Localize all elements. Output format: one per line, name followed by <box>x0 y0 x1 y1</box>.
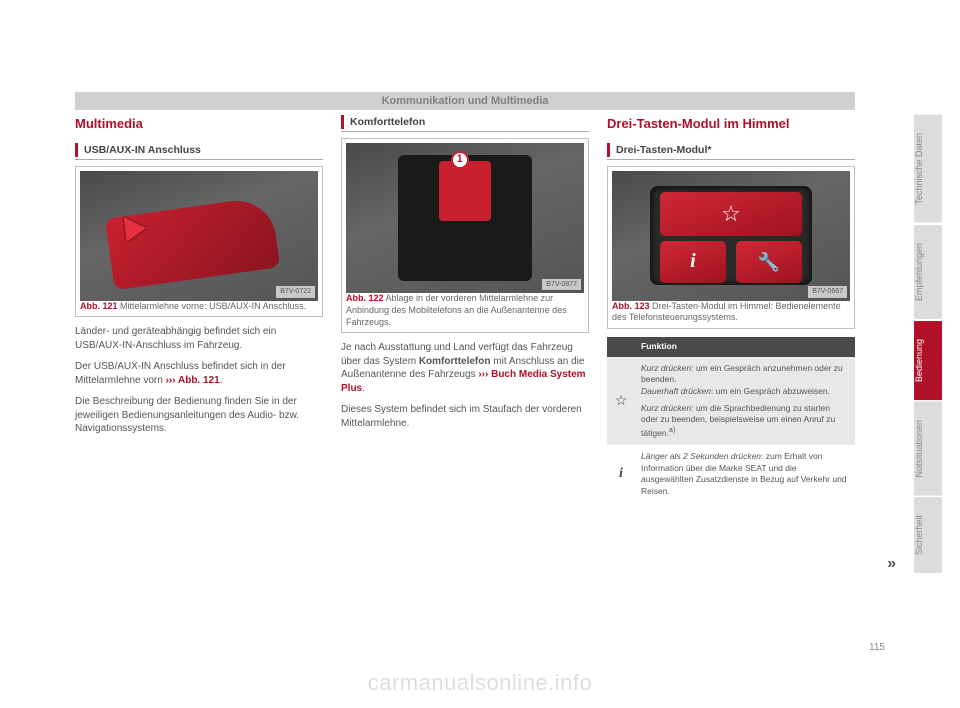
page-number: 115 <box>869 642 885 653</box>
side-tabs: Technische Daten Empfehlungen Bedienung … <box>914 115 942 573</box>
section-drei-tasten-label: Drei-Tasten-Modul* <box>616 143 711 157</box>
column-multimedia: Multimedia USB/AUX-IN Anschluss B7V-0722… <box>75 115 323 503</box>
page-content: Multimedia USB/AUX-IN Anschluss B7V-0722… <box>75 115 855 503</box>
phone-shape <box>439 161 491 221</box>
col2-p2: Dieses System befindet sich im Staufach … <box>341 403 589 430</box>
col2-p1-bold: Komforttelefon <box>419 356 491 367</box>
tab-empfehlungen[interactable]: Empfehlungen <box>914 225 942 319</box>
col1-p1: Länder- und geräteabhängig befindet sich… <box>75 325 323 352</box>
tab-notsituationen[interactable]: Notsituationen <box>914 402 942 496</box>
figure-122-code: B7V-0877 <box>542 279 581 290</box>
star-l3-sup: a) <box>669 426 675 434</box>
section-usb-aux-label: USB/AUX-IN Anschluss <box>84 143 201 157</box>
column-drei-tasten: Drei-Tasten-Modul im Himmel Drei-Tasten-… <box>607 115 855 503</box>
section-usb-aux: USB/AUX-IN Anschluss <box>75 143 323 160</box>
star-l2-em: Dauerhaft drücken <box>641 386 711 396</box>
xref-abb121: ››› Abb. 121 <box>166 375 220 386</box>
star-icon: ☆ <box>607 357 635 446</box>
figure-123-code: B7V-0667 <box>808 286 847 297</box>
star-l2: : um ein Gespräch abzuweisen. <box>711 386 830 396</box>
watermark: carmanualsonline.info <box>0 670 960 696</box>
figure-122: 1 B7V-0877 Abb. 122 Ablage in der vorder… <box>341 138 589 333</box>
figure-121-image: B7V-0722 <box>80 171 318 301</box>
figure-122-label: Abb. 122 <box>346 293 384 303</box>
star-l1-em: Kurz drücken <box>641 363 691 373</box>
star-button-icon: ☆ <box>660 192 803 236</box>
figure-121-code: B7V-0722 <box>276 286 315 297</box>
figure-121: B7V-0722 Abb. 121 Mittelarmlehne vorne: … <box>75 166 323 318</box>
heading-multimedia: Multimedia <box>75 115 323 133</box>
continuation-marker: » <box>887 555 896 573</box>
figure-123-caption: Abb. 123 Drei-Tasten-Modul im Himmel: Be… <box>612 301 850 324</box>
star-function-cell: Kurz drücken: um ein Gespräch anzunehmen… <box>635 357 855 446</box>
figure-122-image: 1 B7V-0877 <box>346 143 584 293</box>
info-button-icon: i <box>660 241 727 283</box>
section-komforttelefon: Komforttelefon <box>341 115 589 132</box>
tab-bedienung[interactable]: Bedienung <box>914 321 942 400</box>
function-table: Funktion ☆ Kurz drücken: um ein Gespräch… <box>607 337 855 503</box>
star-l3-em: Kurz drücken <box>641 403 691 413</box>
table-header-funktion: Funktion <box>635 337 855 356</box>
info-function-cell: Länger als 2 Sekunden drücken: zum Erhal… <box>635 445 855 503</box>
figure-122-caption: Abb. 122 Ablage in der vorderen Mittelar… <box>346 293 584 328</box>
table-row-info: i Länger als 2 Sekunden drücken: zum Erh… <box>607 445 855 503</box>
figure-121-caption: Abb. 121 Mittelarmlehne vorne: USB/AUX-I… <box>80 301 318 313</box>
marker-1-icon: 1 <box>451 151 469 169</box>
section-komforttelefon-label: Komforttelefon <box>350 115 425 129</box>
heading-drei-tasten: Drei-Tasten-Modul im Himmel <box>607 115 855 133</box>
info-icon: i <box>607 445 635 503</box>
figure-121-text: Mittelarmlehne vorne: USB/AUX-IN Anschlu… <box>120 301 306 311</box>
info-l1-em: Länger als 2 Sekunden drücken <box>641 451 761 461</box>
table-row-star: ☆ Kurz drücken: um ein Gespräch anzunehm… <box>607 357 855 446</box>
tab-technische-daten[interactable]: Technische Daten <box>914 115 942 223</box>
col2-p1: Je nach Ausstattung und Land verfügt das… <box>341 341 589 395</box>
col1-p3: Die Beschreibung der Bedienung finden Si… <box>75 395 323 436</box>
figure-123-image: ☆ i 🔧 B7V-0667 <box>612 171 850 301</box>
col1-p2: Der USB/AUX-IN Anschluss befindet sich i… <box>75 360 323 387</box>
figure-123: ☆ i 🔧 B7V-0667 Abb. 123 Drei-Tasten-Modu… <box>607 166 855 329</box>
section-drei-tasten: Drei-Tasten-Modul* <box>607 143 855 160</box>
column-komforttelefon: Komforttelefon 1 B7V-0877 Abb. 122 Ablag… <box>341 115 589 503</box>
figure-123-label: Abb. 123 <box>612 301 650 311</box>
figure-121-label: Abb. 121 <box>80 301 118 311</box>
table-header-row: Funktion <box>607 337 855 356</box>
page-header: Kommunikation und Multimedia <box>75 92 855 110</box>
wrench-button-icon: 🔧 <box>736 241 803 283</box>
armrest-shape <box>104 196 279 290</box>
tab-sicherheit[interactable]: Sicherheit <box>914 497 942 573</box>
